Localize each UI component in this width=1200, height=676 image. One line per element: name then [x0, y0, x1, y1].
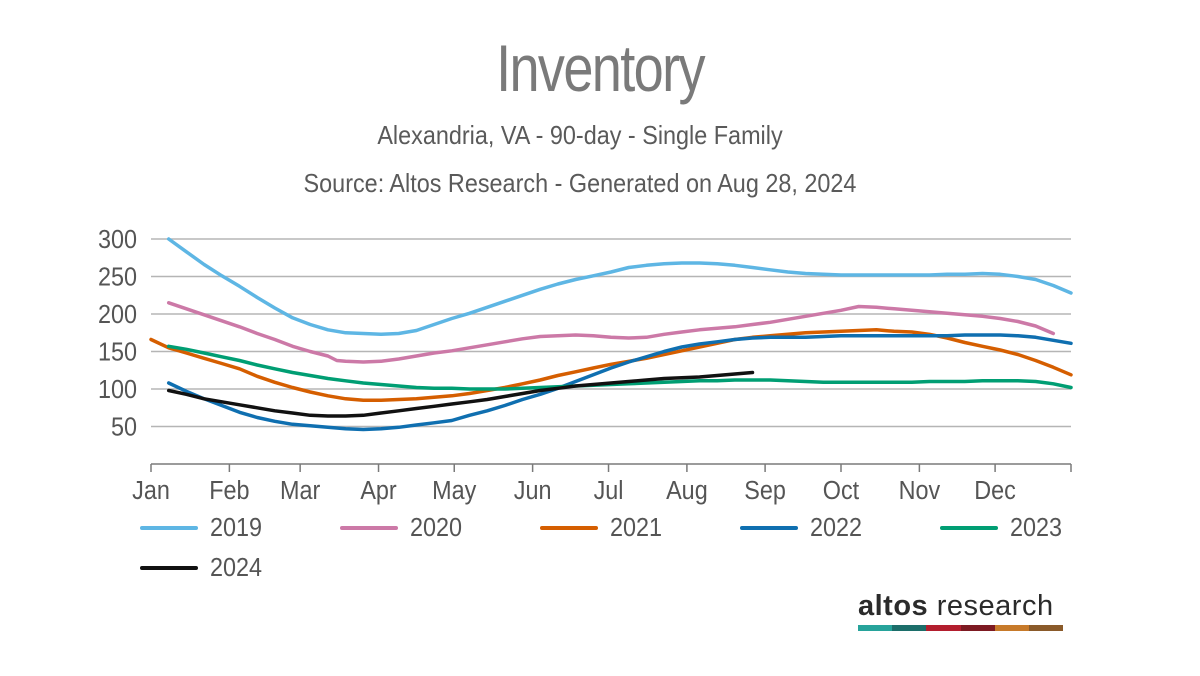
y-tick-label: 150 [98, 338, 137, 366]
x-tick-label: Jul [594, 477, 624, 505]
series-line-2020 [166, 301, 1056, 364]
legend-label: 2022 [810, 512, 863, 542]
brand-bar-segment [960, 625, 995, 631]
chart-subtitle: Alexandria, VA - 90-day - Single Family [377, 120, 783, 150]
y-tick-label: 50 [111, 413, 137, 441]
brand-bar-segment [1028, 625, 1064, 631]
legend-label: 2019 [210, 512, 263, 542]
x-tick-label: Apr [360, 477, 396, 505]
legend-swatch [340, 525, 398, 530]
brand-bar-segment [994, 625, 1029, 631]
legend-item-2019: 2019 [140, 512, 268, 543]
brand-bar-segment [892, 625, 927, 631]
legend-swatch [140, 565, 198, 570]
altos-research-logo: altos research [858, 590, 1064, 631]
legend-item-2021: 2021 [540, 512, 668, 543]
x-tick-label: Feb [209, 477, 249, 505]
legend-label: 2024 [210, 552, 263, 582]
legend-item-2024: 2024 [140, 552, 268, 583]
legend-label: 2023 [1010, 512, 1063, 542]
series-line-2023 [166, 344, 1073, 391]
legend-swatch [140, 525, 198, 530]
x-tick-label: Sep [744, 477, 786, 505]
brand-wordmark: altos research [858, 590, 1054, 622]
x-tick-label: Nov [899, 477, 941, 505]
legend-label: 2021 [610, 512, 663, 542]
y-tick-label: 200 [98, 301, 137, 329]
legend-swatch [740, 525, 798, 530]
y-tick-label: 250 [98, 263, 137, 291]
brand-color-bar [858, 625, 1064, 631]
series-line-2021 [149, 328, 1073, 403]
x-tick-label: Dec [974, 477, 1016, 505]
legend-item-2020: 2020 [340, 512, 468, 543]
legend-item-2022: 2022 [740, 512, 868, 543]
chart-title: Inventory [496, 31, 705, 105]
series-line-2022 [166, 333, 1073, 432]
brand-bar-segment [926, 625, 961, 631]
legend-swatch [540, 525, 598, 530]
x-tick-label: Oct [823, 477, 860, 505]
x-tick-label: Aug [666, 477, 708, 505]
x-tick-label: Mar [280, 477, 320, 505]
series-line-2024 [166, 370, 755, 418]
x-tick-label: May [432, 477, 477, 505]
brand-bar-segment [858, 625, 893, 631]
chart-source: Source: Altos Research - Generated on Au… [303, 168, 857, 198]
legend-label: 2020 [410, 512, 463, 542]
x-tick-label: Jun [514, 477, 552, 505]
y-tick-label: 300 [98, 226, 137, 254]
legend-swatch [940, 525, 998, 530]
y-tick-label: 100 [98, 376, 137, 404]
series-line-2019 [166, 237, 1073, 337]
x-tick-label: Jan [132, 477, 170, 505]
legend-item-2023: 2023 [940, 512, 1068, 543]
